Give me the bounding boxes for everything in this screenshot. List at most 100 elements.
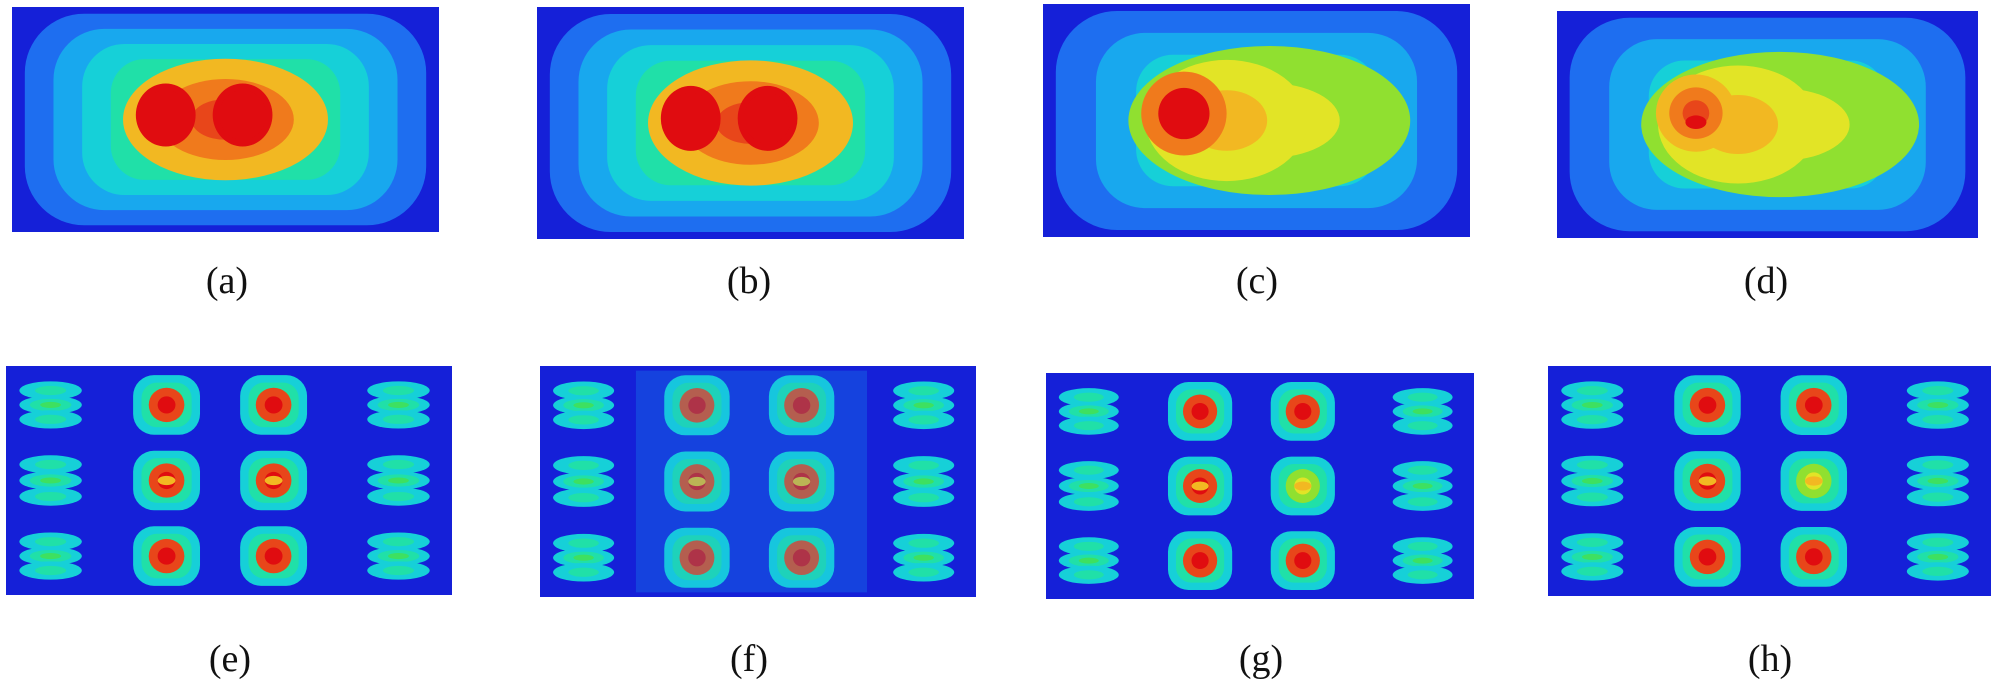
caption-a: (a): [205, 260, 249, 302]
side-lobe-r0c0-1-level-3: [1581, 402, 1603, 409]
side-lobe-r0c3-2-level-2: [382, 414, 415, 424]
side-lobe-r1c0-1-level-3: [1581, 477, 1603, 485]
side-lobe-r1c0-2-level-2: [568, 493, 599, 503]
contour-plot-d: [1557, 11, 1978, 238]
lobe-core-r0c1-level-2: [1191, 402, 1209, 420]
side-lobe-r1c3-2-level-2: [1922, 492, 1954, 502]
side-lobe-r1c0-0-level-2: [568, 460, 599, 470]
lobe-split-r1c2-level-1: [1804, 476, 1823, 486]
lobe-split-r1c1-level-1: [1191, 481, 1209, 491]
side-lobe-r1c3-2-level-2: [908, 493, 939, 503]
side-lobe-r1c0-1-level-3: [40, 477, 62, 484]
caption-c: (c): [1235, 260, 1279, 302]
side-lobe-r2c3-2-level-2: [1922, 566, 1954, 576]
caption-g: (g): [1238, 638, 1284, 680]
peak-right-core-level-1: [219, 90, 267, 140]
side-lobe-r0c3-2-level-2: [1407, 421, 1438, 431]
side-lobe-r2c0-0-level-2: [1576, 537, 1608, 548]
contour-plot-a: [12, 7, 439, 232]
lobe-split-r1c2-level-1: [1294, 481, 1312, 491]
lobe-split-r1c2-level-1: [792, 476, 811, 487]
side-lobe-r0c3-2-level-2: [908, 415, 939, 425]
lobe-core-r0c1-level-2: [157, 396, 176, 414]
side-lobe-r0c0-0-level-2: [1073, 392, 1104, 402]
side-lobe-r0c3-0-level-2: [1407, 392, 1438, 402]
lobe-core-r2c1-level-2: [157, 547, 176, 565]
side-lobe-r0c0-1-level-3: [573, 402, 594, 409]
side-lobe-r0c3-0-level-2: [1922, 386, 1954, 396]
contour-plot-g: [1046, 373, 1474, 599]
side-lobe-r0c3-1-level-3: [1412, 408, 1433, 415]
side-lobe-r1c0-1-level-3: [573, 478, 594, 485]
lobe-core-r0c1-level-2: [688, 396, 706, 414]
side-lobe-r1c3-1-level-3: [1927, 477, 1949, 485]
side-lobe-r2c3-1-level-3: [1927, 553, 1949, 560]
lobe-split-r1c1-level-1: [157, 475, 176, 486]
side-lobe-r0c0-0-level-2: [1576, 386, 1608, 396]
caption-h: (h): [1747, 638, 1793, 680]
lobe-split-r1c1-level-1: [688, 476, 706, 487]
side-lobe-r2c0-2-level-2: [1073, 570, 1104, 580]
side-lobe-r2c3-1-level-3: [1412, 557, 1433, 564]
lobe-split-r1c1-level-1: [1698, 476, 1717, 486]
side-lobe-r1c3-1-level-3: [388, 477, 409, 484]
lobe-core-r0c2-level-2: [1294, 402, 1312, 420]
side-lobe-r0c0-0-level-2: [34, 385, 67, 396]
side-lobe-r0c0-1-level-3: [1078, 408, 1099, 415]
side-lobe-r1c3-1-level-3: [1412, 482, 1433, 490]
lobe-core-r2c2-level-2: [264, 547, 283, 565]
lobe-core-r0c2-level-2: [792, 396, 811, 414]
lobe-core-r2c2-level-2: [792, 549, 811, 567]
side-lobe-r2c0-2-level-2: [1576, 566, 1608, 576]
side-lobe-r2c0-1-level-3: [573, 554, 594, 561]
side-lobe-r1c0-0-level-2: [1576, 460, 1608, 470]
lobe-core-r0c1-level-2: [1698, 396, 1717, 414]
side-lobe-r2c0-1-level-3: [40, 553, 62, 560]
peak-left-core-level-1: [667, 92, 715, 144]
side-lobe-r0c0-2-level-2: [34, 414, 67, 424]
side-lobe-r0c0-2-level-2: [1576, 414, 1608, 425]
side-lobe-r2c3-0-level-2: [908, 538, 939, 548]
lobe-core-r0c2-level-2: [264, 396, 283, 414]
side-lobe-r2c3-1-level-3: [913, 554, 934, 561]
lobe-split-r1c2-level-1: [264, 475, 283, 486]
side-lobe-r0c3-2-level-2: [1922, 414, 1954, 425]
side-lobe-r0c0-1-level-3: [40, 401, 62, 408]
caption-f: (f): [730, 638, 768, 680]
side-lobe-r1c0-0-level-2: [34, 459, 67, 470]
side-lobe-r1c3-0-level-2: [1407, 465, 1438, 475]
side-lobe-r2c3-0-level-2: [1407, 541, 1438, 551]
contour-plot-c: [1043, 4, 1470, 237]
side-lobe-r2c3-0-level-2: [1922, 537, 1954, 548]
peak-left-core-level-1: [142, 90, 190, 140]
side-lobe-r2c0-2-level-2: [34, 565, 67, 576]
side-lobe-r1c3-0-level-2: [908, 460, 939, 470]
peak-core-level-1: [1685, 115, 1707, 130]
side-lobe-r1c3-1-level-3: [913, 478, 934, 485]
side-lobe-r0c3-1-level-3: [913, 402, 934, 409]
contour-plot-e: [6, 366, 452, 595]
lobe-core-r0c2-level-2: [1804, 396, 1823, 414]
contour-plot-b: [537, 7, 964, 239]
side-lobe-r1c0-2-level-2: [1576, 492, 1608, 502]
side-lobe-r1c0-1-level-3: [1078, 482, 1099, 490]
peak-right-core-level-1: [744, 92, 792, 144]
side-lobe-r1c3-0-level-2: [382, 459, 415, 470]
lobe-core-r2c2-level-2: [1804, 548, 1823, 566]
contour-plot-f: [540, 366, 976, 597]
caption-e: (e): [208, 638, 252, 680]
side-lobe-r0c0-2-level-2: [1073, 421, 1104, 431]
side-lobe-r0c3-1-level-3: [1927, 402, 1949, 409]
caption-b: (b): [726, 260, 772, 302]
side-lobe-r2c0-0-level-2: [34, 537, 67, 547]
side-lobe-r0c0-2-level-2: [568, 415, 599, 425]
lobe-core-r2c2-level-2: [1294, 552, 1312, 570]
side-lobe-r1c3-2-level-2: [382, 491, 415, 502]
side-lobe-r1c0-2-level-2: [34, 491, 67, 502]
side-lobe-r2c0-1-level-3: [1078, 557, 1099, 564]
side-lobe-r2c0-0-level-2: [568, 538, 599, 548]
side-lobe-r1c3-0-level-2: [1922, 460, 1954, 470]
side-lobe-r1c0-0-level-2: [1073, 465, 1104, 475]
side-lobe-r0c0-0-level-2: [568, 386, 599, 396]
side-lobe-r2c3-1-level-3: [388, 553, 409, 560]
